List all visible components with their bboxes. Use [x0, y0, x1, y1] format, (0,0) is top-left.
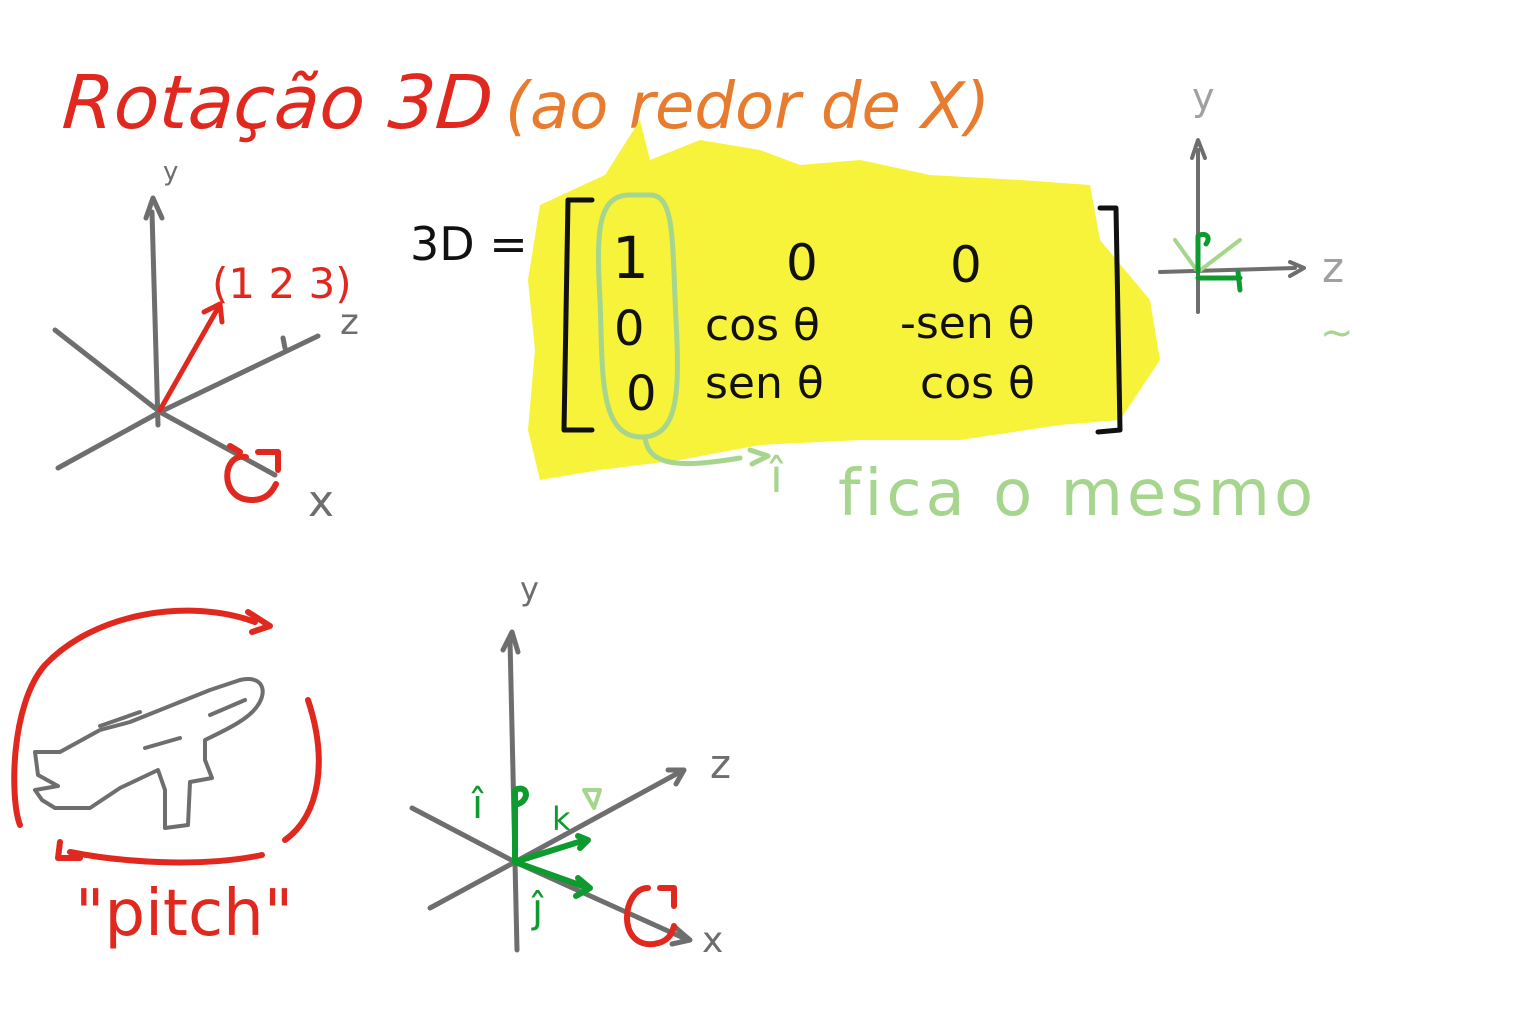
- small-basis-vectors: [1173, 231, 1243, 293]
- matrix-cell-r3c3: cos θ: [920, 358, 1035, 409]
- matrix-cell-r1c2: 0: [786, 234, 818, 292]
- matrix-label: 3D =: [410, 217, 528, 271]
- axes-diagram-2: [409, 629, 693, 953]
- axes1-y-label: y: [163, 157, 178, 187]
- matrix-grid: 1 0 0 0 cos θ -sen θ 0 sen θ cos θ: [612, 224, 1035, 422]
- vector-label: (1 2 3): [212, 259, 352, 308]
- matrix-cell-r1c1: 1: [612, 224, 649, 292]
- airplane-icon: [33, 677, 265, 830]
- note-i: î: [769, 449, 784, 503]
- rotation-arrow-icon: [224, 443, 281, 503]
- title-sub: (ao redor de X): [505, 70, 990, 144]
- axes1-z-label: z: [340, 302, 359, 343]
- matrix-cell-r1c3: 0: [950, 236, 982, 294]
- note-text: fica o mesmo: [838, 457, 1317, 531]
- axes-diagram-small: [1158, 138, 1306, 314]
- pitch-label: "pitch": [75, 877, 293, 951]
- matrix-brackets: [561, 197, 1123, 435]
- axes2-x-label: x: [702, 920, 723, 961]
- basis-k-label: k: [552, 800, 571, 838]
- axes2-z-label: z: [710, 742, 731, 788]
- axes-diagram-1: [52, 195, 321, 478]
- basis-vectors-light: [582, 788, 602, 810]
- matrix-cell-r3c2: sen θ: [705, 358, 824, 409]
- basis-i-label: î: [471, 782, 484, 828]
- first-column-highlight: [596, 192, 771, 467]
- pitch-circle-arrow: [11, 607, 322, 866]
- small-mark: ~: [1320, 310, 1354, 356]
- small-y-label: y: [1192, 75, 1215, 119]
- matrix-cell-r2c2: cos θ: [705, 300, 820, 351]
- matrix-cell-r2c1: 0: [614, 301, 645, 357]
- rotation-arrow-bottom-icon: [624, 885, 677, 948]
- matrix-cell-r3c1: 0: [626, 366, 657, 422]
- axes1-x-label: x: [308, 476, 334, 527]
- basis-j-label: ĵ: [531, 886, 544, 932]
- title-main: Rotação 3D: [60, 60, 496, 146]
- matrix-highlight: [528, 120, 1160, 480]
- axes2-y-label: y: [520, 570, 539, 608]
- matrix-cell-r2c3: -sen θ: [900, 298, 1035, 349]
- basis-vectors: [512, 785, 593, 899]
- small-z-label: z: [1322, 243, 1344, 292]
- vector-arrow: [157, 301, 225, 413]
